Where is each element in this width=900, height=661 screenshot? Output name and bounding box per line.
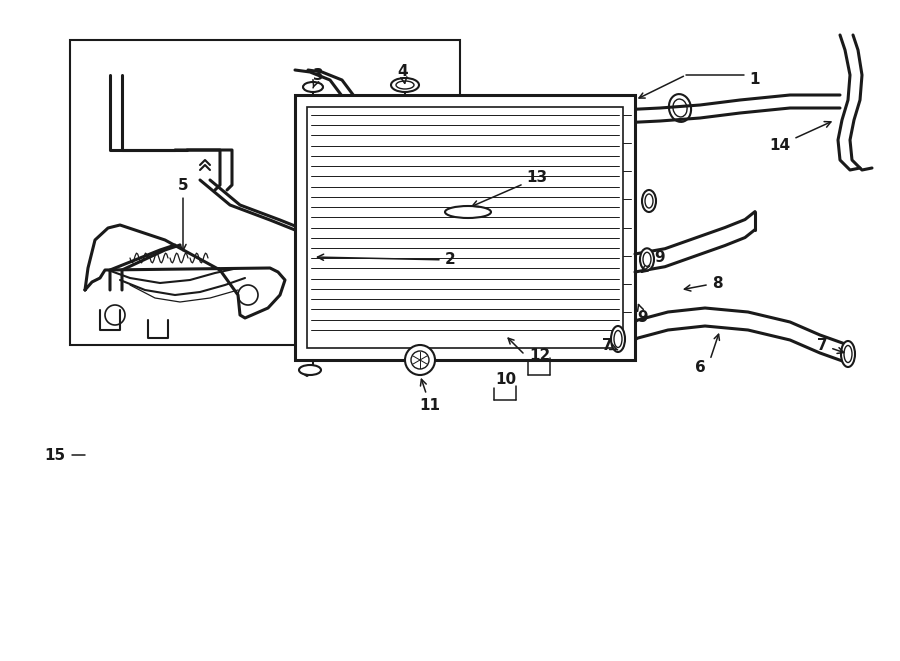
Text: 4: 4: [398, 65, 409, 83]
Text: 9: 9: [637, 305, 648, 325]
Bar: [307, 107, 623, 348]
Ellipse shape: [445, 206, 491, 218]
Circle shape: [405, 345, 435, 375]
Ellipse shape: [640, 249, 654, 270]
Text: 10: 10: [495, 373, 517, 387]
Text: 15: 15: [44, 447, 66, 463]
Text: 14: 14: [770, 122, 831, 153]
Text: 5: 5: [177, 178, 188, 251]
Text: 7: 7: [816, 338, 844, 354]
Ellipse shape: [299, 365, 321, 375]
Text: 9: 9: [642, 251, 665, 272]
Text: 1: 1: [750, 73, 760, 87]
Ellipse shape: [642, 190, 656, 212]
Ellipse shape: [303, 82, 323, 92]
Text: 3: 3: [312, 67, 323, 88]
Text: 11: 11: [419, 379, 440, 412]
Ellipse shape: [391, 78, 419, 92]
Text: 6: 6: [695, 360, 706, 375]
Text: 13: 13: [472, 171, 547, 207]
Ellipse shape: [841, 341, 855, 367]
Text: 7: 7: [602, 338, 617, 352]
Text: 12: 12: [529, 348, 551, 362]
Bar: [295, 95, 635, 360]
Text: 2: 2: [318, 253, 455, 268]
Ellipse shape: [611, 326, 625, 352]
Bar: [70, 40, 460, 345]
Text: 8: 8: [684, 276, 723, 291]
